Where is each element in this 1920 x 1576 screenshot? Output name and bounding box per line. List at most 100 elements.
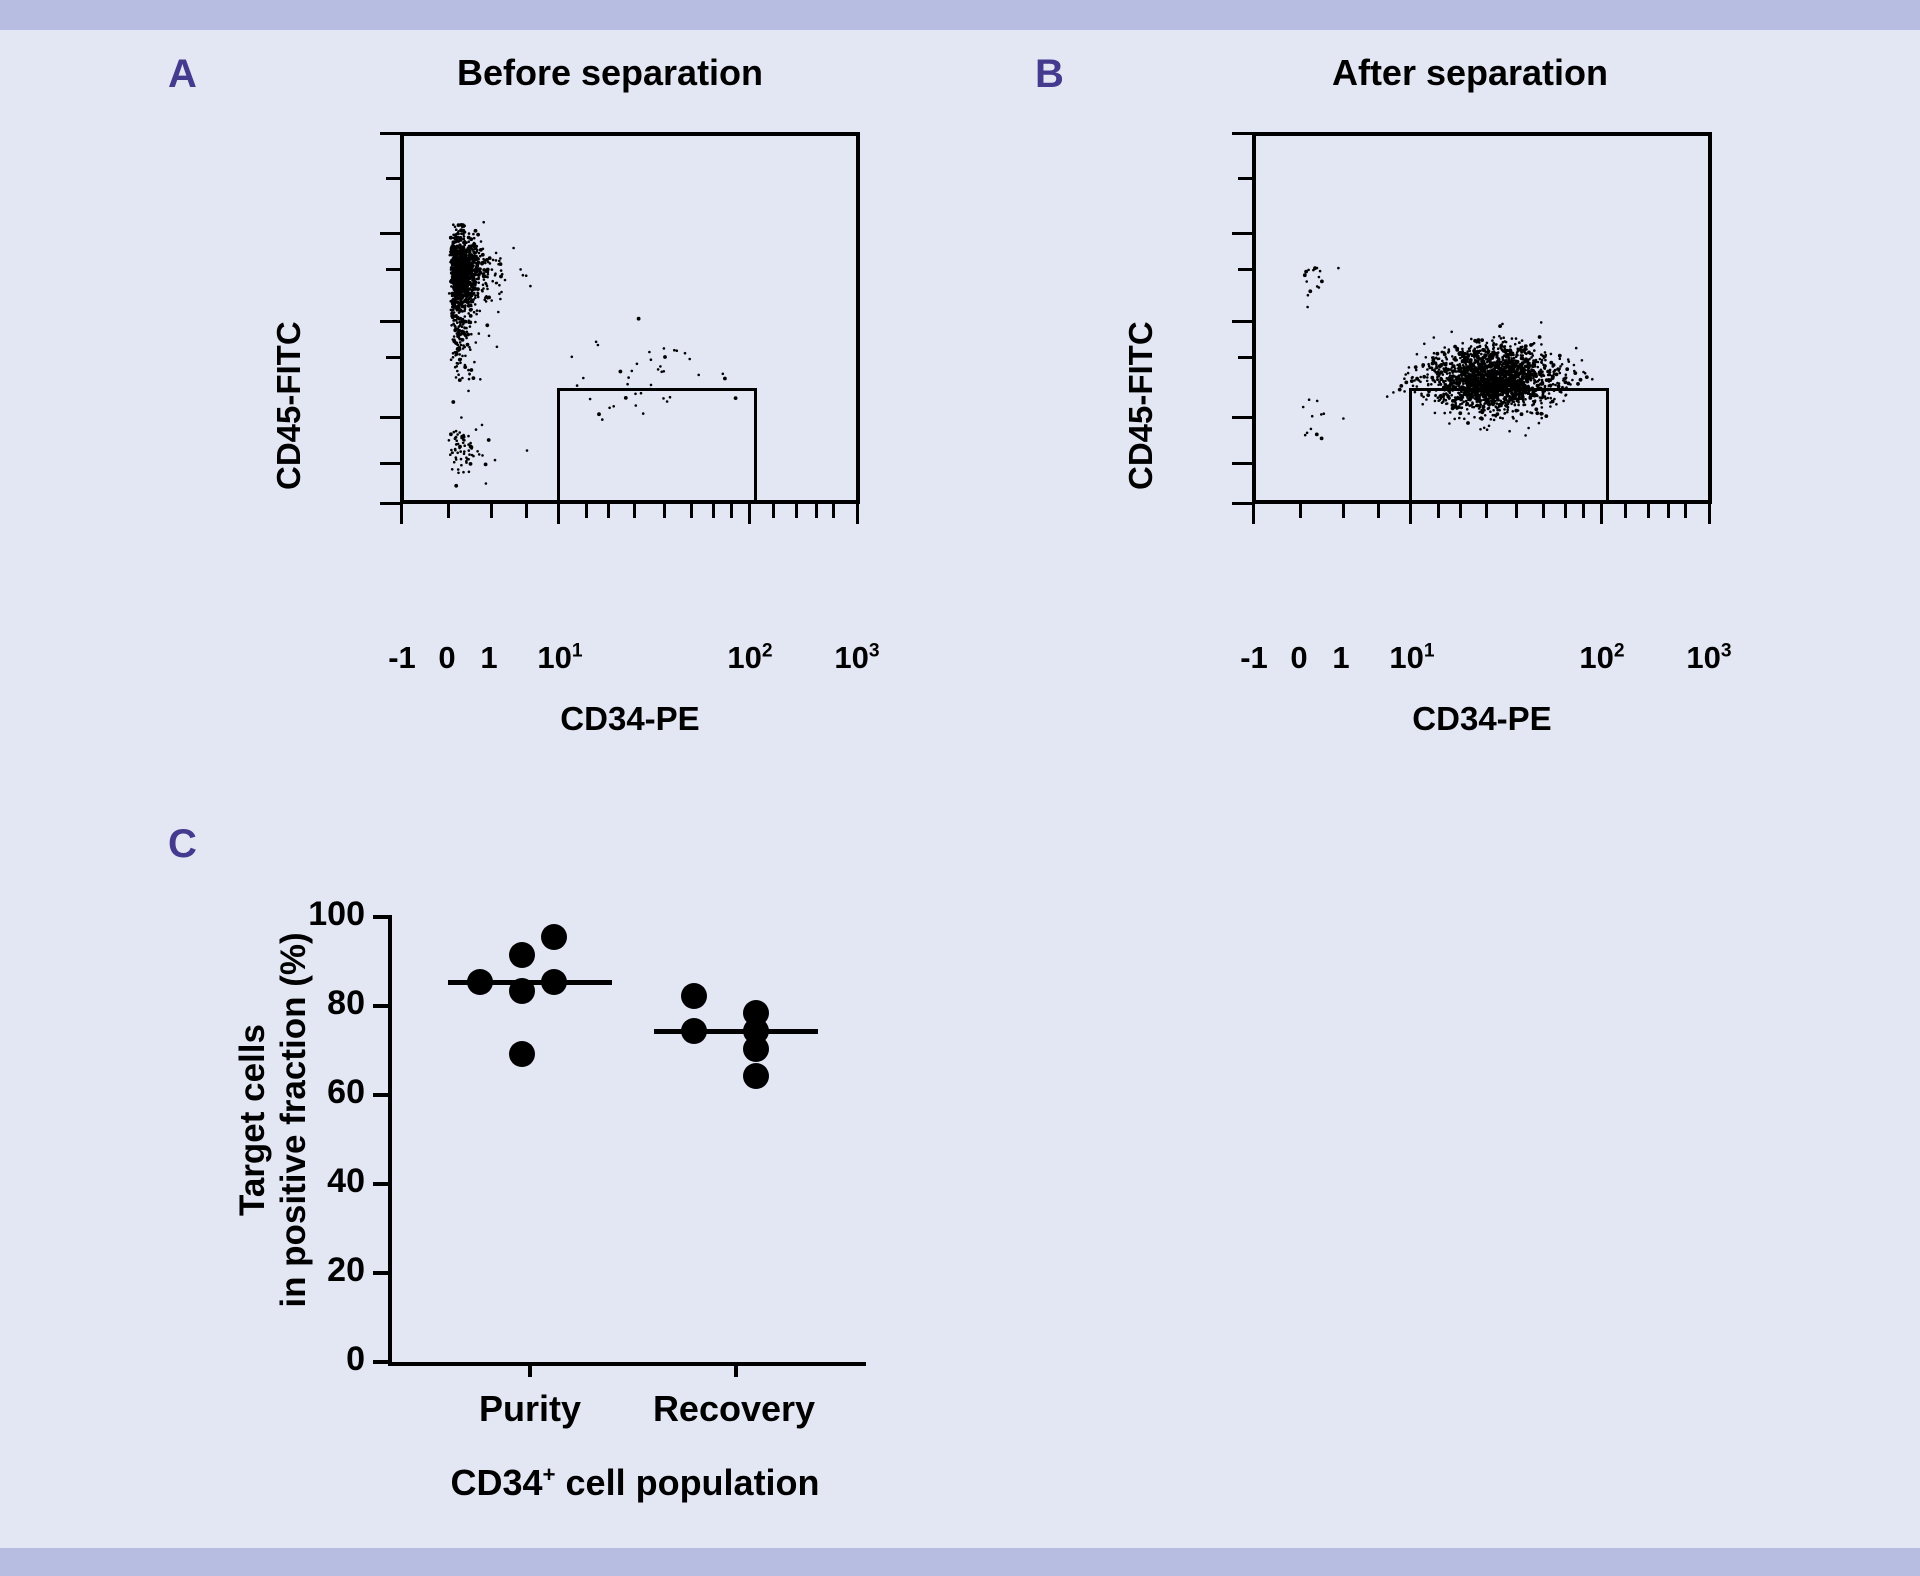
c-data-point xyxy=(541,924,567,951)
xtick-b-12 xyxy=(1600,504,1603,524)
xtick-a-6 xyxy=(607,504,610,518)
ytick-b-m2 xyxy=(1238,268,1252,271)
ytick-a-5 xyxy=(380,502,400,505)
xaxis-label-b: CD34-PE xyxy=(1412,700,1552,737)
xtick-label-b-0: 0 xyxy=(1290,640,1308,675)
xtick-b-0 xyxy=(1252,504,1255,524)
ytick-a-2 xyxy=(380,320,400,323)
xtick-b-7 xyxy=(1485,504,1488,518)
ytick-b-5 xyxy=(1232,502,1252,505)
xtick-a-3 xyxy=(525,504,528,518)
xtick-b-9 xyxy=(1542,504,1545,518)
c-yaxis-label-line2: in positive fraction (%) xyxy=(274,932,314,1308)
xtick-a-5 xyxy=(585,504,588,518)
ytick-a-m2 xyxy=(386,268,400,271)
xtick-b-8 xyxy=(1515,504,1518,518)
c-xaxis xyxy=(388,1362,866,1366)
c-ytick-label-40: 40 xyxy=(327,1162,365,1200)
xtick-a-16 xyxy=(832,504,835,518)
xtick-a-9 xyxy=(690,504,693,518)
c-xtick-recovery xyxy=(734,1362,738,1377)
xtick-a-14 xyxy=(795,504,798,518)
xtick-b-14 xyxy=(1647,504,1650,518)
c-ytick-100 xyxy=(373,915,388,919)
c-xaxis-label-rest: cell population xyxy=(555,1462,820,1503)
xtick-b-17 xyxy=(1708,504,1711,524)
ytick-b-4 xyxy=(1232,462,1252,465)
ytick-a-0 xyxy=(380,132,400,135)
xtick-b-16 xyxy=(1684,504,1687,518)
xtick-label-a-neg1: -1 xyxy=(388,640,416,675)
xtick-a-7 xyxy=(633,504,636,518)
panel-letter-c: C xyxy=(168,822,197,866)
xtick-a-11 xyxy=(730,504,733,518)
c-yaxis-label-line1: Target cells xyxy=(233,1024,272,1216)
xtick-label-b-neg1: -1 xyxy=(1240,640,1268,675)
c-ytick-20 xyxy=(373,1271,388,1275)
c-ytick-label-60: 60 xyxy=(327,1073,365,1111)
c-ytick-label-80: 80 xyxy=(327,984,365,1022)
c-xaxis-label-sup: + xyxy=(542,1462,556,1487)
xtick-b-6 xyxy=(1459,504,1462,518)
c-data-point xyxy=(509,942,535,969)
xtick-b-13 xyxy=(1624,504,1627,518)
xtick-label-b-1000: 103 xyxy=(1686,640,1732,675)
top-decorative-band xyxy=(0,0,1920,30)
c-ytick-label-20: 20 xyxy=(327,1251,365,1289)
plot-area-a xyxy=(400,132,860,504)
xtick-a-8 xyxy=(663,504,666,518)
c-xtick-label-purity: Purity xyxy=(478,1388,582,1429)
ytick-a-1 xyxy=(380,232,400,235)
xtick-a-12 xyxy=(748,504,751,524)
c-yaxis-label: Target cells in positive fraction (%) xyxy=(232,910,315,1330)
ytick-b-2 xyxy=(1232,320,1252,323)
xtick-a-1 xyxy=(447,504,450,518)
c-ytick-60 xyxy=(373,1093,388,1097)
xtick-a-17 xyxy=(856,504,859,524)
c-xaxis-label-main: CD34 xyxy=(450,1462,543,1503)
c-ytick-label-100: 100 xyxy=(308,895,365,933)
xtick-label-a-100: 102 xyxy=(727,640,773,675)
xtick-a-15 xyxy=(815,504,818,518)
c-yaxis xyxy=(388,915,392,1366)
xtick-a-2 xyxy=(490,504,493,518)
xtick-a-10 xyxy=(712,504,715,518)
xtick-a-13 xyxy=(772,504,775,518)
ytick-a-3 xyxy=(380,416,400,419)
panel-letter-b: B xyxy=(1035,52,1064,96)
xtick-b-1 xyxy=(1299,504,1302,518)
plot-area-b xyxy=(1252,132,1712,504)
xtick-b-5 xyxy=(1437,504,1440,518)
xtick-b-15 xyxy=(1667,504,1670,518)
ytick-b-1 xyxy=(1232,232,1252,235)
ytick-b-m3 xyxy=(1238,356,1252,359)
xtick-b-3 xyxy=(1377,504,1380,518)
c-ytick-80 xyxy=(373,1004,388,1008)
c-ytick-label-0: 0 xyxy=(346,1340,365,1378)
c-median-line xyxy=(448,979,612,985)
panel-letter-a: A xyxy=(168,52,197,96)
gate-rectangle-a xyxy=(557,388,757,504)
ytick-a-4 xyxy=(380,462,400,465)
ytick-b-3 xyxy=(1232,416,1252,419)
xtick-a-0 xyxy=(400,504,403,524)
c-xaxis-label: CD34+ cell population xyxy=(400,1462,870,1504)
ytick-b-m1 xyxy=(1238,177,1252,180)
xtick-b-11 xyxy=(1582,504,1585,518)
xtick-label-a-10: 101 xyxy=(537,640,583,675)
xtick-label-a-1000: 103 xyxy=(834,640,880,675)
c-median-line xyxy=(654,1028,818,1034)
xtick-b-10 xyxy=(1564,504,1567,518)
c-xtick-label-recovery: Recovery xyxy=(652,1388,816,1429)
xtick-label-a-1: 1 xyxy=(480,640,498,675)
panel-title-a: Before separation xyxy=(456,52,764,93)
xtick-label-b-10: 101 xyxy=(1389,640,1435,675)
ytick-b-0 xyxy=(1232,132,1252,135)
ytick-a-m1 xyxy=(386,177,400,180)
xtick-a-4 xyxy=(557,504,560,524)
xtick-label-b-100: 102 xyxy=(1579,640,1625,675)
xtick-b-2 xyxy=(1342,504,1345,518)
xtick-b-4 xyxy=(1409,504,1412,524)
